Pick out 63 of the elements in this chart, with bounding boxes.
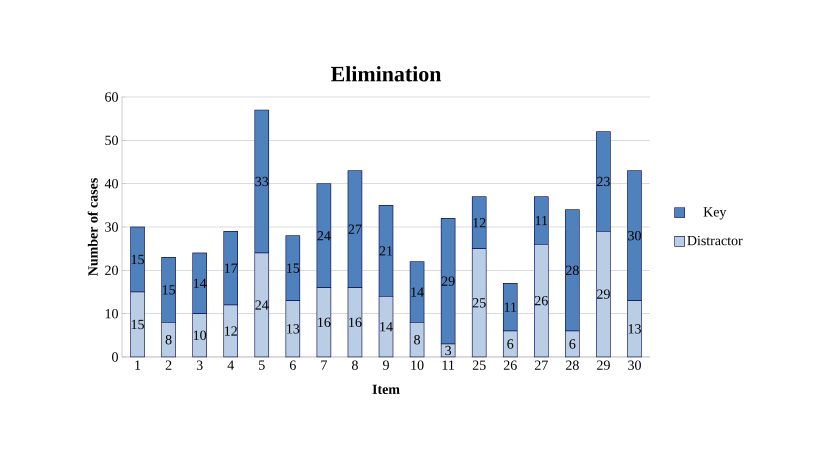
- legend-label: Distractor: [687, 236, 743, 246]
- x-tick-label: 11: [442, 360, 454, 370]
- y-tick-label: 30: [105, 222, 118, 232]
- data-label: 11: [536, 216, 548, 226]
- data-label: 12: [224, 326, 237, 336]
- data-label: 24: [318, 231, 331, 240]
- data-label: 3: [445, 346, 452, 356]
- data-label: 33: [255, 176, 268, 186]
- x-tick-label: 29: [597, 360, 610, 370]
- y-tick-label: 20: [105, 266, 118, 276]
- data-label: 8: [166, 334, 172, 344]
- data-label: 15: [162, 285, 176, 294]
- data-label: 10: [194, 330, 206, 340]
- x-tick-label: 1: [135, 360, 140, 370]
- data-label: 13: [628, 324, 641, 334]
- x-tick-label: 26: [504, 360, 517, 370]
- data-label: 8: [414, 334, 420, 344]
- data-label: 16: [349, 318, 362, 328]
- x-tick-label: 2: [166, 360, 172, 370]
- data-label: 27: [348, 224, 362, 234]
- data-label: 15: [132, 320, 144, 330]
- y-tick-label: 10: [106, 308, 118, 318]
- x-tick-label: 8: [352, 360, 358, 370]
- data-label: 15: [287, 263, 300, 273]
- x-tick-label: 7: [321, 360, 327, 370]
- x-tick-label: 10: [411, 360, 424, 370]
- data-label: 6: [507, 339, 514, 349]
- data-label: 13: [287, 324, 300, 334]
- x-tick-label: 28: [566, 360, 579, 370]
- y-tick-label: 40: [104, 178, 118, 188]
- data-label: 14: [380, 322, 393, 332]
- y-tick-label: 60: [105, 92, 118, 102]
- y-axis-title: Number of cases: [88, 178, 98, 276]
- y-tick-label: 0: [112, 352, 118, 362]
- data-label: 23: [597, 176, 610, 186]
- data-label: 14: [411, 287, 424, 297]
- x-tick-label: 6: [290, 360, 296, 370]
- data-label: 11: [504, 302, 516, 312]
- data-label: 26: [534, 296, 548, 306]
- x-tick-label: 27: [534, 360, 548, 370]
- data-label: 30: [628, 230, 641, 240]
- x-tick-label: 9: [382, 360, 389, 370]
- data-label: 25: [472, 298, 486, 308]
- data-label: 12: [473, 218, 486, 228]
- x-axis-title: Item: [372, 384, 400, 394]
- data-label: 16: [318, 318, 330, 328]
- x-tick-label: 3: [196, 360, 203, 370]
- x-tick-label: 30: [628, 360, 641, 370]
- data-label: 6: [569, 339, 576, 349]
- chart-title: Elimination: [330, 66, 442, 82]
- legend-label: Key: [704, 207, 726, 220]
- x-tick-label: 4: [227, 360, 234, 370]
- x-tick-label: 5: [259, 360, 265, 370]
- x-tick-label: 25: [472, 360, 486, 370]
- data-label: 29: [597, 289, 610, 299]
- data-label: 14: [194, 278, 206, 288]
- data-label: 28: [566, 266, 579, 276]
- data-label: 29: [442, 276, 455, 286]
- y-tick-label: 50: [105, 136, 118, 146]
- data-label: 17: [224, 264, 238, 273]
- data-label: 24: [255, 300, 269, 310]
- data-label: 21: [380, 246, 392, 256]
- data-label: 15: [132, 254, 144, 264]
